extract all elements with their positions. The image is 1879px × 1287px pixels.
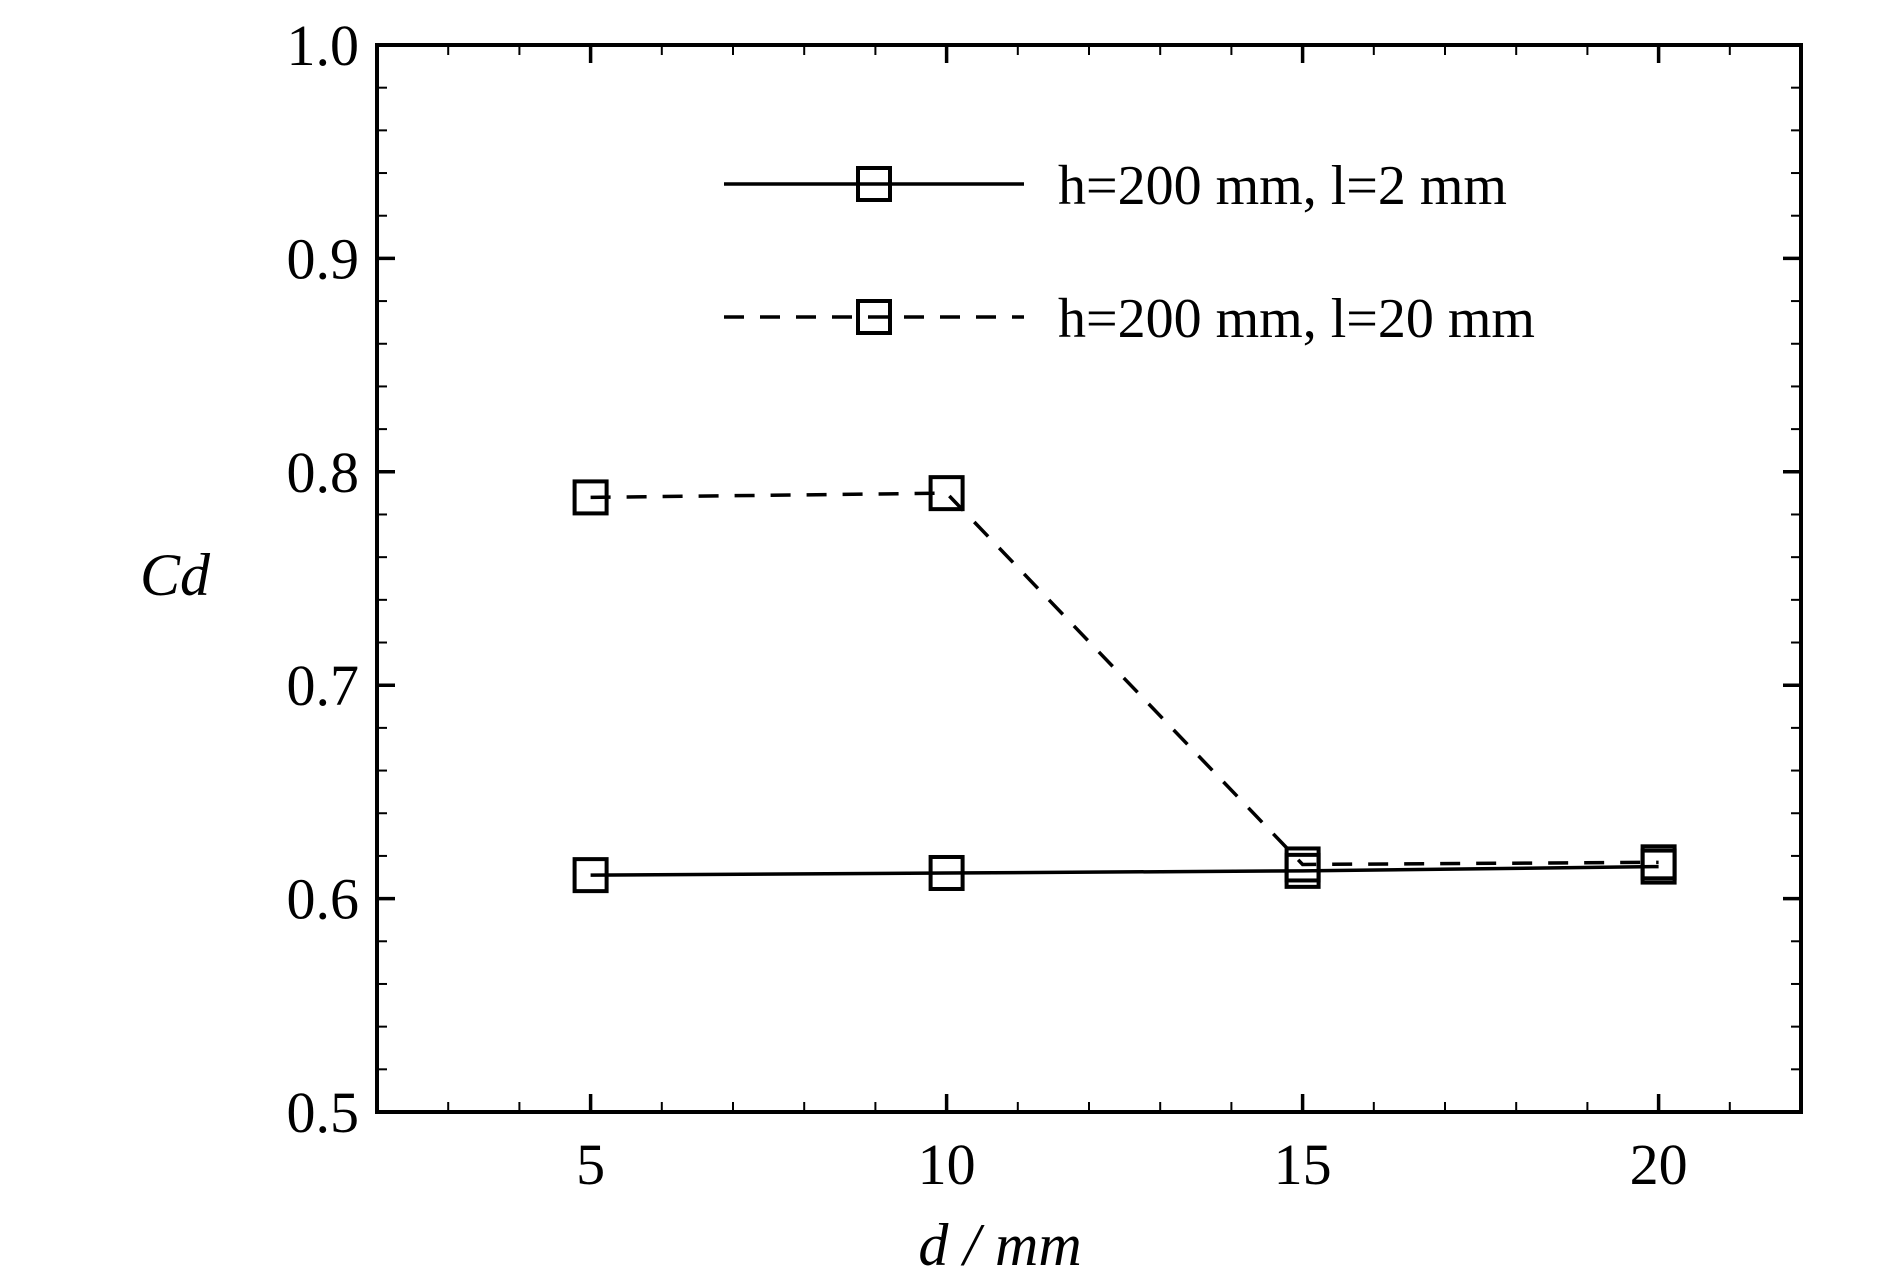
- y-tick-label: 0.8: [287, 440, 360, 505]
- series-line: [590, 491, 1659, 867]
- legend-marker: [856, 166, 892, 202]
- y-axis-label: Cd: [140, 542, 211, 608]
- data-point: [928, 854, 965, 891]
- data-point: [1284, 846, 1321, 883]
- x-axis-label: d / mm: [918, 1212, 1081, 1278]
- series-line: [590, 864, 1659, 877]
- y-tick-label: 0.7: [287, 653, 360, 718]
- plot-frame: [375, 43, 1803, 1114]
- x-tick-label: 10: [918, 1132, 976, 1197]
- legend-marker: [856, 299, 892, 335]
- x-tick-label: 5: [576, 1132, 605, 1197]
- y-tick-label: 0.6: [287, 867, 360, 932]
- data-point: [572, 857, 609, 894]
- legend-label: h=200 mm, l=20 mm: [1058, 288, 1535, 350]
- y-tick-label: 0.5: [287, 1080, 360, 1145]
- x-tick-label: 15: [1274, 1132, 1332, 1197]
- x-tick-label: 20: [1630, 1132, 1688, 1197]
- data-point: [572, 479, 609, 516]
- legend-label: h=200 mm, l=2 mm: [1058, 155, 1507, 217]
- y-tick-label: 0.9: [287, 226, 360, 291]
- data-point: [928, 475, 965, 512]
- y-tick-label: 1.0: [287, 13, 360, 78]
- data-point: [1640, 844, 1677, 881]
